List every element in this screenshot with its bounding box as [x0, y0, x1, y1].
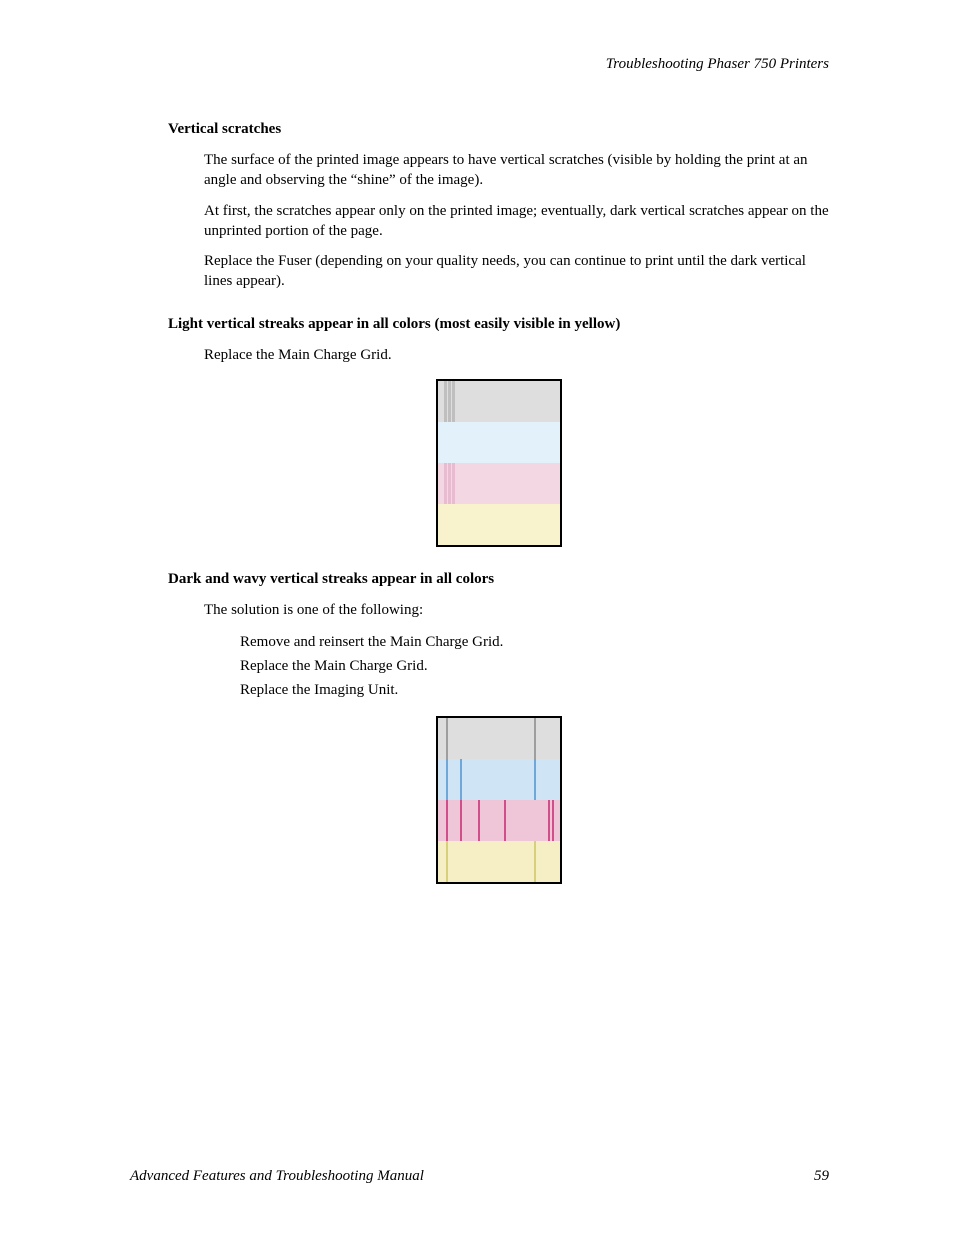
list-item: Replace the Main Charge Grid.: [240, 654, 829, 678]
streak-mark: [460, 759, 462, 800]
figure-light-streaks: [168, 379, 829, 547]
paragraph: Replace the Main Charge Grid.: [204, 345, 829, 365]
heading-light-streaks: Light vertical streaks appear in all col…: [168, 316, 829, 333]
running-header: Troubleshooting Phaser 750 Printers: [168, 56, 829, 73]
list-item: Replace the Imaging Unit.: [240, 678, 829, 702]
paragraph: The solution is one of the following:: [204, 600, 829, 620]
footer-manual-title: Advanced Features and Troubleshooting Ma…: [130, 1168, 424, 1185]
streak-mark: [534, 841, 536, 882]
paragraph: At first, the scratches appear only on t…: [204, 201, 829, 242]
color-band: [438, 463, 560, 504]
paragraph: Replace the Fuser (depending on your qua…: [204, 251, 829, 292]
streak-mark: [452, 381, 455, 422]
streak-mark: [446, 800, 448, 841]
streak-mark: [552, 800, 554, 841]
list-item: Remove and reinsert the Main Charge Grid…: [240, 630, 829, 654]
streak-mark: [448, 381, 451, 422]
color-band: [438, 504, 560, 545]
streak-mark: [444, 381, 447, 422]
streak-mark: [444, 463, 447, 504]
streak-mark: [448, 463, 451, 504]
paragraph: The surface of the printed image appears…: [204, 150, 829, 191]
streak-mark: [446, 759, 448, 800]
color-band: [438, 759, 560, 800]
streak-mark: [446, 718, 448, 759]
color-band: [438, 422, 560, 463]
streak-mark: [446, 841, 448, 882]
streak-mark: [534, 718, 536, 759]
streak-mark: [534, 759, 536, 800]
streak-mark: [548, 800, 550, 841]
figure-dark-wavy: [168, 716, 829, 884]
heading-dark-wavy: Dark and wavy vertical streaks appear in…: [168, 571, 829, 588]
heading-vertical-scratches: Vertical scratches: [168, 121, 829, 138]
color-band: [438, 381, 560, 422]
color-band: [438, 718, 560, 759]
color-band: [438, 841, 560, 882]
streak-mark: [504, 800, 506, 841]
footer-page-number: 59: [814, 1168, 829, 1185]
streak-mark: [460, 800, 462, 841]
streak-mark: [478, 800, 480, 841]
streak-mark: [452, 463, 455, 504]
color-band: [438, 800, 560, 841]
